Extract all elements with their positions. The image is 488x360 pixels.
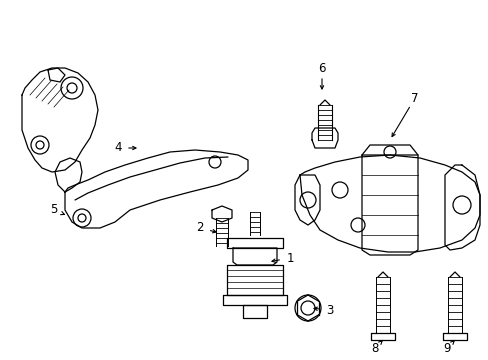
Text: 7: 7 [410,91,418,104]
Text: 8: 8 [370,342,378,355]
Text: 1: 1 [285,252,293,265]
Text: 6: 6 [318,62,325,75]
Text: 2: 2 [196,221,203,234]
Text: 4: 4 [114,141,122,154]
Text: 9: 9 [442,342,450,355]
Text: 5: 5 [50,203,58,216]
Text: 3: 3 [325,303,333,316]
